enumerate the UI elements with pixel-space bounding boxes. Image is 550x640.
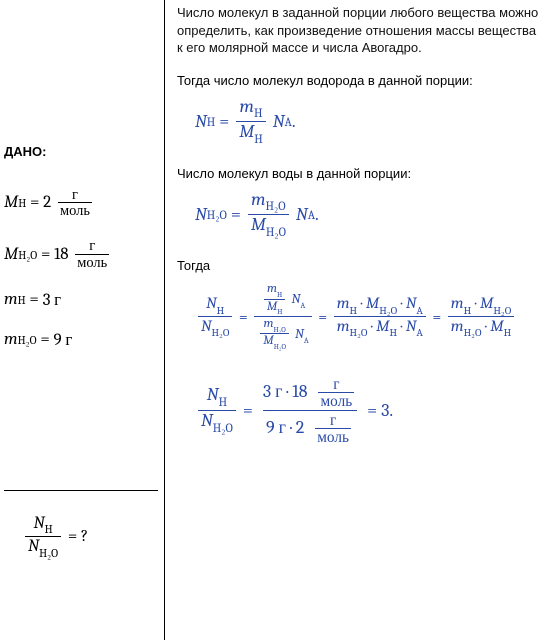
question-ratio: NH NH₂O = ? — [22, 515, 158, 559]
given-mH: mH = 3 г — [4, 290, 158, 310]
intro-text: Число молекул в заданной порции любого в… — [177, 4, 540, 57]
formula-NH2O: NH₂O = mH₂O MH₂O NA. — [195, 191, 540, 239]
question-separator: NH NH₂O = ? — [4, 490, 158, 559]
given-panel: ДАНО: MH = 2 г моль MH₂O = 18 г моль mH … — [0, 0, 165, 640]
then-label: Тогда — [177, 258, 540, 273]
formula-ratio-numeric: NH NH₂O = 3 г · 18 г моль 9 г · 2 г моль — [195, 376, 540, 445]
formula-NH: NH = mH MH NA. — [195, 98, 540, 146]
formula-ratio-derivation: NH NH₂O = mH MH NA mH₂O MH₂O NA — [195, 283, 540, 349]
given-MH: MH = 2 г моль — [4, 187, 158, 218]
given-mH2O: mH₂O = 9 г — [4, 330, 158, 350]
given-MH2O: MH₂O = 18 г моль — [4, 238, 158, 269]
given-heading: ДАНО: — [4, 144, 158, 159]
solution-panel: Число молекул в заданной порции любого в… — [165, 0, 550, 640]
hydrogen-label: Тогда число молекул водорода в данной по… — [177, 73, 540, 88]
water-label: Число молекул воды в данной порции: — [177, 166, 540, 181]
